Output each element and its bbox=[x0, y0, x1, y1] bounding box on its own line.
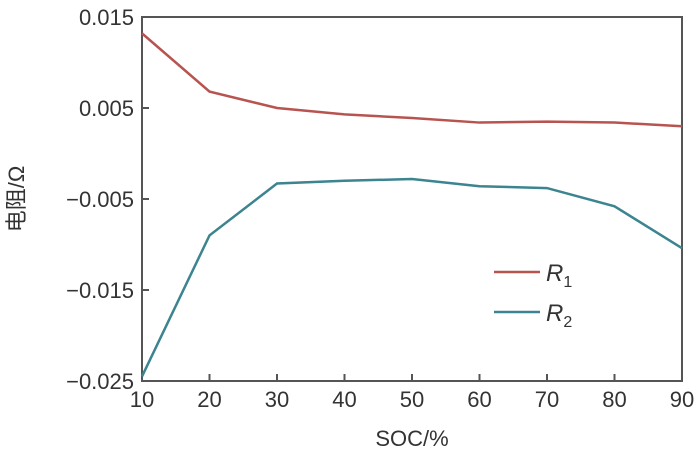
y-tick-label: 0.015 bbox=[79, 5, 134, 30]
y-tick-label: 0.005 bbox=[79, 96, 134, 121]
x-axis-label: SOC/% bbox=[375, 426, 448, 451]
x-tick-label: 90 bbox=[670, 387, 694, 412]
x-tick-label: 50 bbox=[400, 387, 424, 412]
legend-label-R2: R2 bbox=[546, 300, 572, 331]
y-tick-label: −0.015 bbox=[66, 278, 134, 303]
x-tick-label: 40 bbox=[332, 387, 356, 412]
y-tick-label: −0.005 bbox=[66, 187, 134, 212]
series-line-R2 bbox=[142, 179, 682, 376]
legend-label-R1: R1 bbox=[546, 260, 572, 291]
y-tick-label: −0.025 bbox=[66, 369, 134, 394]
x-tick-label: 60 bbox=[467, 387, 491, 412]
plot-frame bbox=[142, 17, 682, 381]
x-tick-label: 30 bbox=[265, 387, 289, 412]
x-tick-label: 70 bbox=[535, 387, 559, 412]
x-tick-label: 80 bbox=[602, 387, 626, 412]
y-axis-label: 电阻/Ω bbox=[4, 166, 29, 233]
series-line-R1 bbox=[142, 33, 682, 126]
x-tick-label: 10 bbox=[130, 387, 154, 412]
x-tick-label: 20 bbox=[197, 387, 221, 412]
